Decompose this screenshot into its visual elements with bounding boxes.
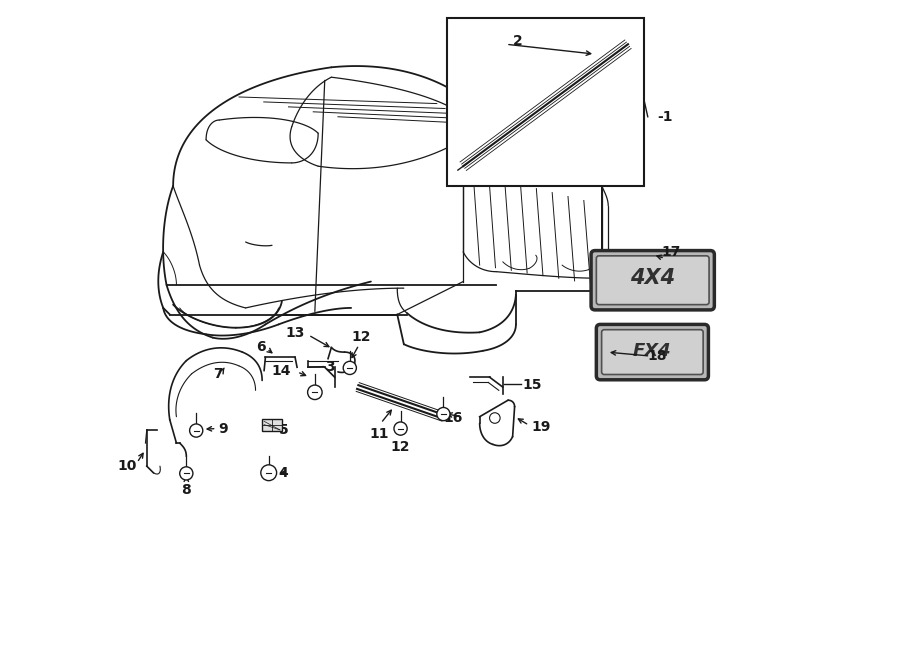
Text: 13: 13	[285, 326, 305, 340]
Text: 7: 7	[213, 367, 222, 381]
Text: 9: 9	[218, 422, 228, 436]
FancyBboxPatch shape	[601, 330, 703, 375]
Circle shape	[343, 361, 356, 375]
Text: 12: 12	[351, 330, 371, 344]
Text: 11: 11	[369, 426, 389, 441]
FancyBboxPatch shape	[597, 324, 708, 380]
Text: 4X4: 4X4	[630, 268, 675, 288]
Circle shape	[190, 424, 203, 437]
Text: 16: 16	[444, 411, 464, 425]
Text: 12: 12	[391, 440, 410, 453]
Text: FX4: FX4	[633, 342, 671, 359]
Circle shape	[436, 408, 450, 420]
Text: 5: 5	[279, 423, 289, 437]
FancyBboxPatch shape	[591, 251, 715, 310]
Text: 14: 14	[271, 363, 291, 377]
Text: 4: 4	[279, 466, 289, 480]
Text: 10: 10	[118, 459, 137, 473]
Text: -1: -1	[658, 110, 673, 124]
Circle shape	[261, 465, 276, 481]
Text: 18: 18	[647, 349, 667, 363]
Circle shape	[490, 412, 500, 423]
Text: 15: 15	[523, 378, 542, 392]
Text: 19: 19	[531, 420, 551, 434]
Text: 8: 8	[182, 483, 191, 496]
FancyBboxPatch shape	[597, 256, 709, 305]
Circle shape	[394, 422, 407, 435]
Bar	[262, 419, 282, 431]
Circle shape	[180, 467, 193, 480]
Text: 6: 6	[256, 340, 266, 354]
Text: 2: 2	[513, 34, 522, 48]
Text: 17: 17	[662, 245, 681, 259]
Bar	[446, 18, 644, 186]
Circle shape	[308, 385, 322, 400]
Text: 3: 3	[325, 359, 335, 373]
